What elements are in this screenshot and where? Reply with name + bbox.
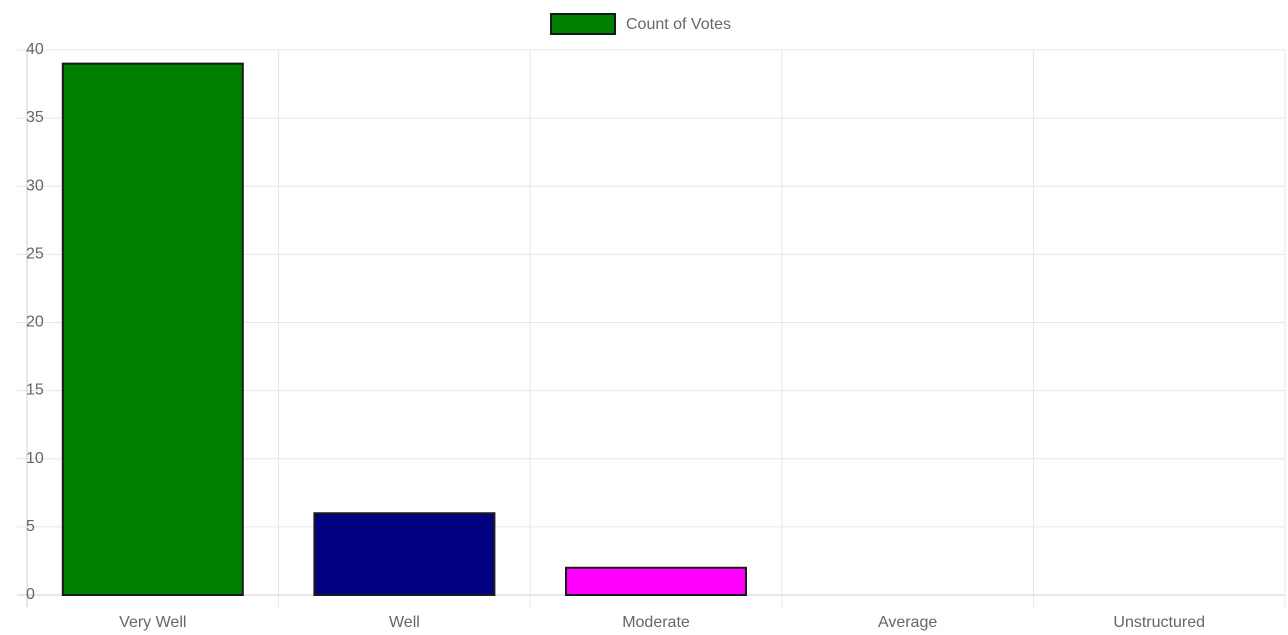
x-tick-label: Unstructured [1113, 614, 1205, 631]
bar-series [61, 62, 747, 596]
legend-label: Count of Votes [626, 16, 731, 33]
y-tick-label: 20 [26, 314, 44, 331]
x-tick-label: Well [389, 614, 420, 631]
y-tick-label: 15 [26, 382, 44, 399]
y-tick-label: 40 [26, 41, 44, 58]
bar-well[interactable] [313, 512, 496, 596]
x-tick-label: Average [878, 614, 937, 631]
x-tick-label: Very Well [119, 614, 186, 631]
x-tick-label: Moderate [622, 614, 690, 631]
y-tick-label: 5 [26, 518, 35, 535]
legend-swatch [550, 13, 616, 35]
chart-legend[interactable]: Count of Votes [550, 13, 731, 35]
y-axis-tick-labels: 0 5 10 15 20 25 30 35 40 [26, 41, 44, 603]
y-tick-label: 25 [26, 245, 44, 262]
bar-very-well[interactable] [61, 62, 244, 596]
y-tick-label: 10 [26, 450, 44, 467]
x-axis-tick-labels: Very Well Well Moderate Average Unstructured [119, 614, 1205, 631]
y-tick-label: 35 [26, 109, 44, 126]
y-tick-label: 30 [26, 177, 44, 194]
y-tick-label: 0 [26, 586, 35, 603]
bar-moderate[interactable] [565, 566, 747, 596]
